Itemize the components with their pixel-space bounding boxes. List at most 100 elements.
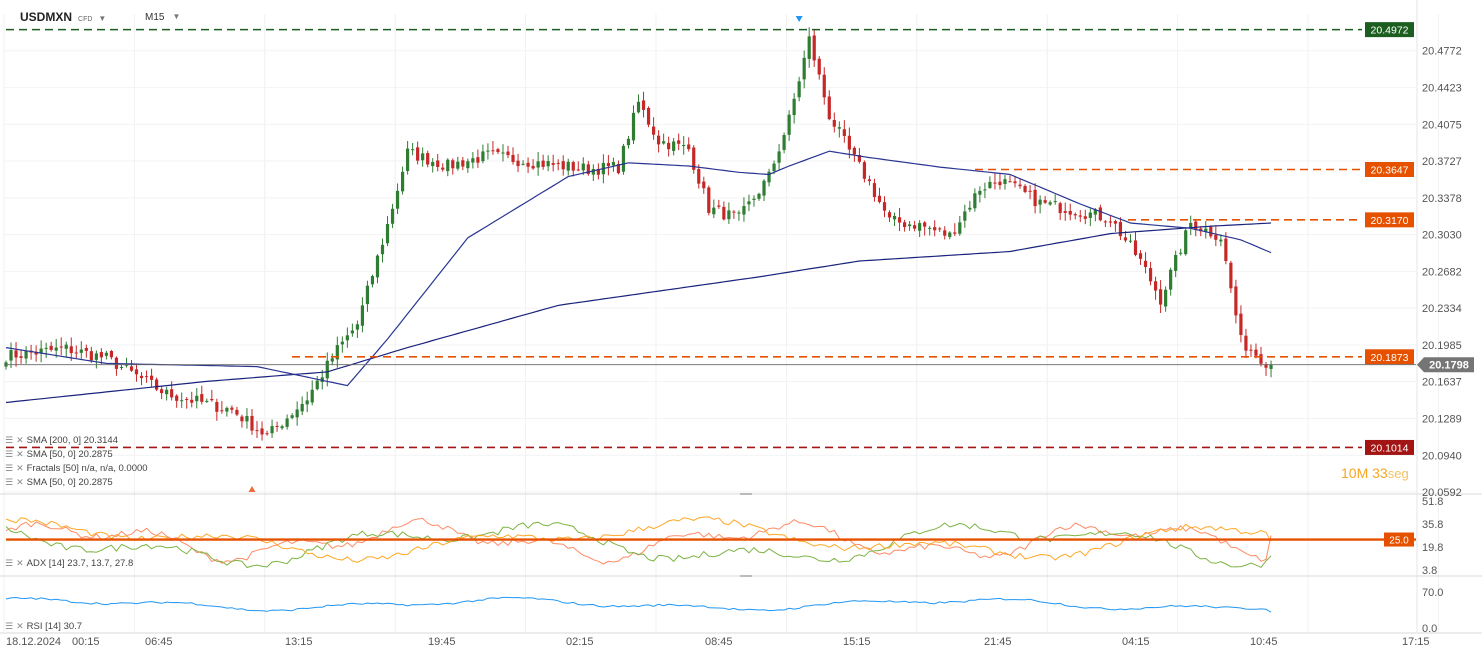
candle-body xyxy=(416,147,420,161)
price-level-label: 20.3647 xyxy=(1371,164,1409,176)
candle-body xyxy=(436,160,440,167)
candle-body xyxy=(812,35,816,61)
candle-body xyxy=(1229,262,1233,289)
candle-body xyxy=(757,193,761,199)
candle-body xyxy=(626,138,631,146)
candle-body xyxy=(978,190,982,195)
candle-body xyxy=(787,114,791,135)
menu-icon[interactable]: ☰ xyxy=(5,477,14,487)
legend-rsi[interactable]: ☰ ✕ RSI [14] 30.7 xyxy=(5,621,82,632)
candle-body xyxy=(837,127,841,129)
candle-body xyxy=(887,212,892,218)
candle-body xyxy=(933,227,937,231)
close-icon[interactable]: ✕ xyxy=(16,449,24,459)
time-axis-label: 02:15 xyxy=(566,636,594,648)
close-icon[interactable]: ✕ xyxy=(16,621,24,631)
close-icon[interactable]: ✕ xyxy=(16,463,24,473)
rsi-axis-tick: 70.0 xyxy=(1422,587,1443,599)
candle-body xyxy=(752,198,756,200)
candle-body xyxy=(1194,221,1198,231)
menu-icon[interactable]: ☰ xyxy=(5,621,14,631)
menu-icon[interactable]: ☰ xyxy=(5,435,14,445)
price-axis-tick: 20.0592 xyxy=(1422,487,1462,499)
timeframe-selector[interactable]: M15 ▼ xyxy=(145,12,180,23)
candle-body xyxy=(777,151,781,163)
candle-body xyxy=(471,158,475,163)
candle-body xyxy=(1003,179,1007,184)
candle-body xyxy=(817,58,821,75)
symbol-name[interactable]: USDMXN xyxy=(20,10,73,24)
rsi-axis-tick: 0.0 xyxy=(1422,623,1437,635)
candle-body xyxy=(596,168,600,175)
candle-body xyxy=(606,163,610,167)
time-axis-label: 19:45 xyxy=(428,636,456,648)
candle-body xyxy=(1148,268,1153,282)
countdown-seconds-unit: seg xyxy=(1387,466,1409,481)
time-axis-label: 18.12.2024 xyxy=(6,636,61,648)
menu-icon[interactable]: ☰ xyxy=(5,558,14,568)
candle-body xyxy=(426,153,430,165)
candle-body xyxy=(1269,364,1273,369)
candle-body xyxy=(727,210,731,220)
candle-body xyxy=(657,135,661,145)
candle-body xyxy=(165,389,169,395)
price-level-badge xyxy=(1365,22,1414,38)
legend-text: SMA [200, 0] 20.3144 xyxy=(26,435,118,446)
adx-line xyxy=(5,516,1272,563)
candle-body xyxy=(747,201,751,205)
caret-down-icon[interactable]: ▼ xyxy=(98,14,107,23)
candle-body xyxy=(1033,189,1037,207)
candle-body xyxy=(591,168,595,175)
candle-body xyxy=(973,193,977,209)
adx-axis-tick: 35.8 xyxy=(1422,519,1443,531)
candle-body xyxy=(631,112,636,141)
candle-body xyxy=(330,358,334,362)
candle-body xyxy=(456,161,460,169)
caret-down-icon[interactable]: ▼ xyxy=(172,12,181,21)
candle-body xyxy=(19,356,23,358)
legend-sma50[interactable]: ☰ ✕ SMA [50, 0] 20.2875 xyxy=(5,449,113,460)
candle-body xyxy=(144,376,149,378)
candle-body xyxy=(315,380,319,390)
di-plus-line xyxy=(5,521,1272,569)
candle-body xyxy=(280,426,284,429)
price-axis-tick: 20.2334 xyxy=(1422,303,1462,315)
candle-body xyxy=(687,144,691,150)
candle-body xyxy=(732,211,736,213)
legend-adx[interactable]: ☰ ✕ ADX [14] 23.7, 13.7, 27.8 xyxy=(5,558,133,569)
candle-body xyxy=(551,163,555,165)
candle-body xyxy=(908,224,912,227)
menu-icon[interactable]: ☰ xyxy=(5,463,14,473)
candle-body xyxy=(1078,215,1082,217)
candle-body xyxy=(531,165,535,169)
legend-sma50-second[interactable]: ☰ ✕ SMA [50, 0] 20.2875 xyxy=(5,477,113,488)
fractal-up-marker xyxy=(795,16,803,22)
time-axis-label: 06:45 xyxy=(145,636,173,648)
candle-body xyxy=(109,351,114,358)
candle-body xyxy=(702,181,706,189)
candle-body xyxy=(59,346,63,348)
candle-body xyxy=(1234,286,1238,316)
close-icon[interactable]: ✕ xyxy=(16,558,24,568)
candle-body xyxy=(1159,289,1163,305)
candle-body xyxy=(1118,222,1123,237)
candle-body xyxy=(84,347,88,351)
candle-body xyxy=(205,400,209,402)
close-icon[interactable]: ✕ xyxy=(16,477,24,487)
adx-level-badge xyxy=(1384,532,1414,547)
legend-sma200[interactable]: ☰ ✕ SMA [200, 0] 20.3144 xyxy=(5,435,118,446)
symbol-header[interactable]: USDMXN CFD ▼ xyxy=(20,10,106,24)
timeframe-label[interactable]: M15 xyxy=(145,12,165,23)
candle-body xyxy=(852,147,856,155)
candle-body xyxy=(395,190,400,209)
menu-icon[interactable]: ☰ xyxy=(5,449,14,459)
candle-body xyxy=(1123,237,1128,241)
legend-fractals[interactable]: ☰ ✕ Fractals [50] n/a, n/a, 0.0000 xyxy=(5,463,148,474)
close-icon[interactable]: ✕ xyxy=(16,435,24,445)
candle-body xyxy=(963,211,967,221)
candle-body xyxy=(1244,335,1248,351)
price-level-label: 20.3170 xyxy=(1371,215,1409,227)
candle-body xyxy=(1023,186,1027,192)
